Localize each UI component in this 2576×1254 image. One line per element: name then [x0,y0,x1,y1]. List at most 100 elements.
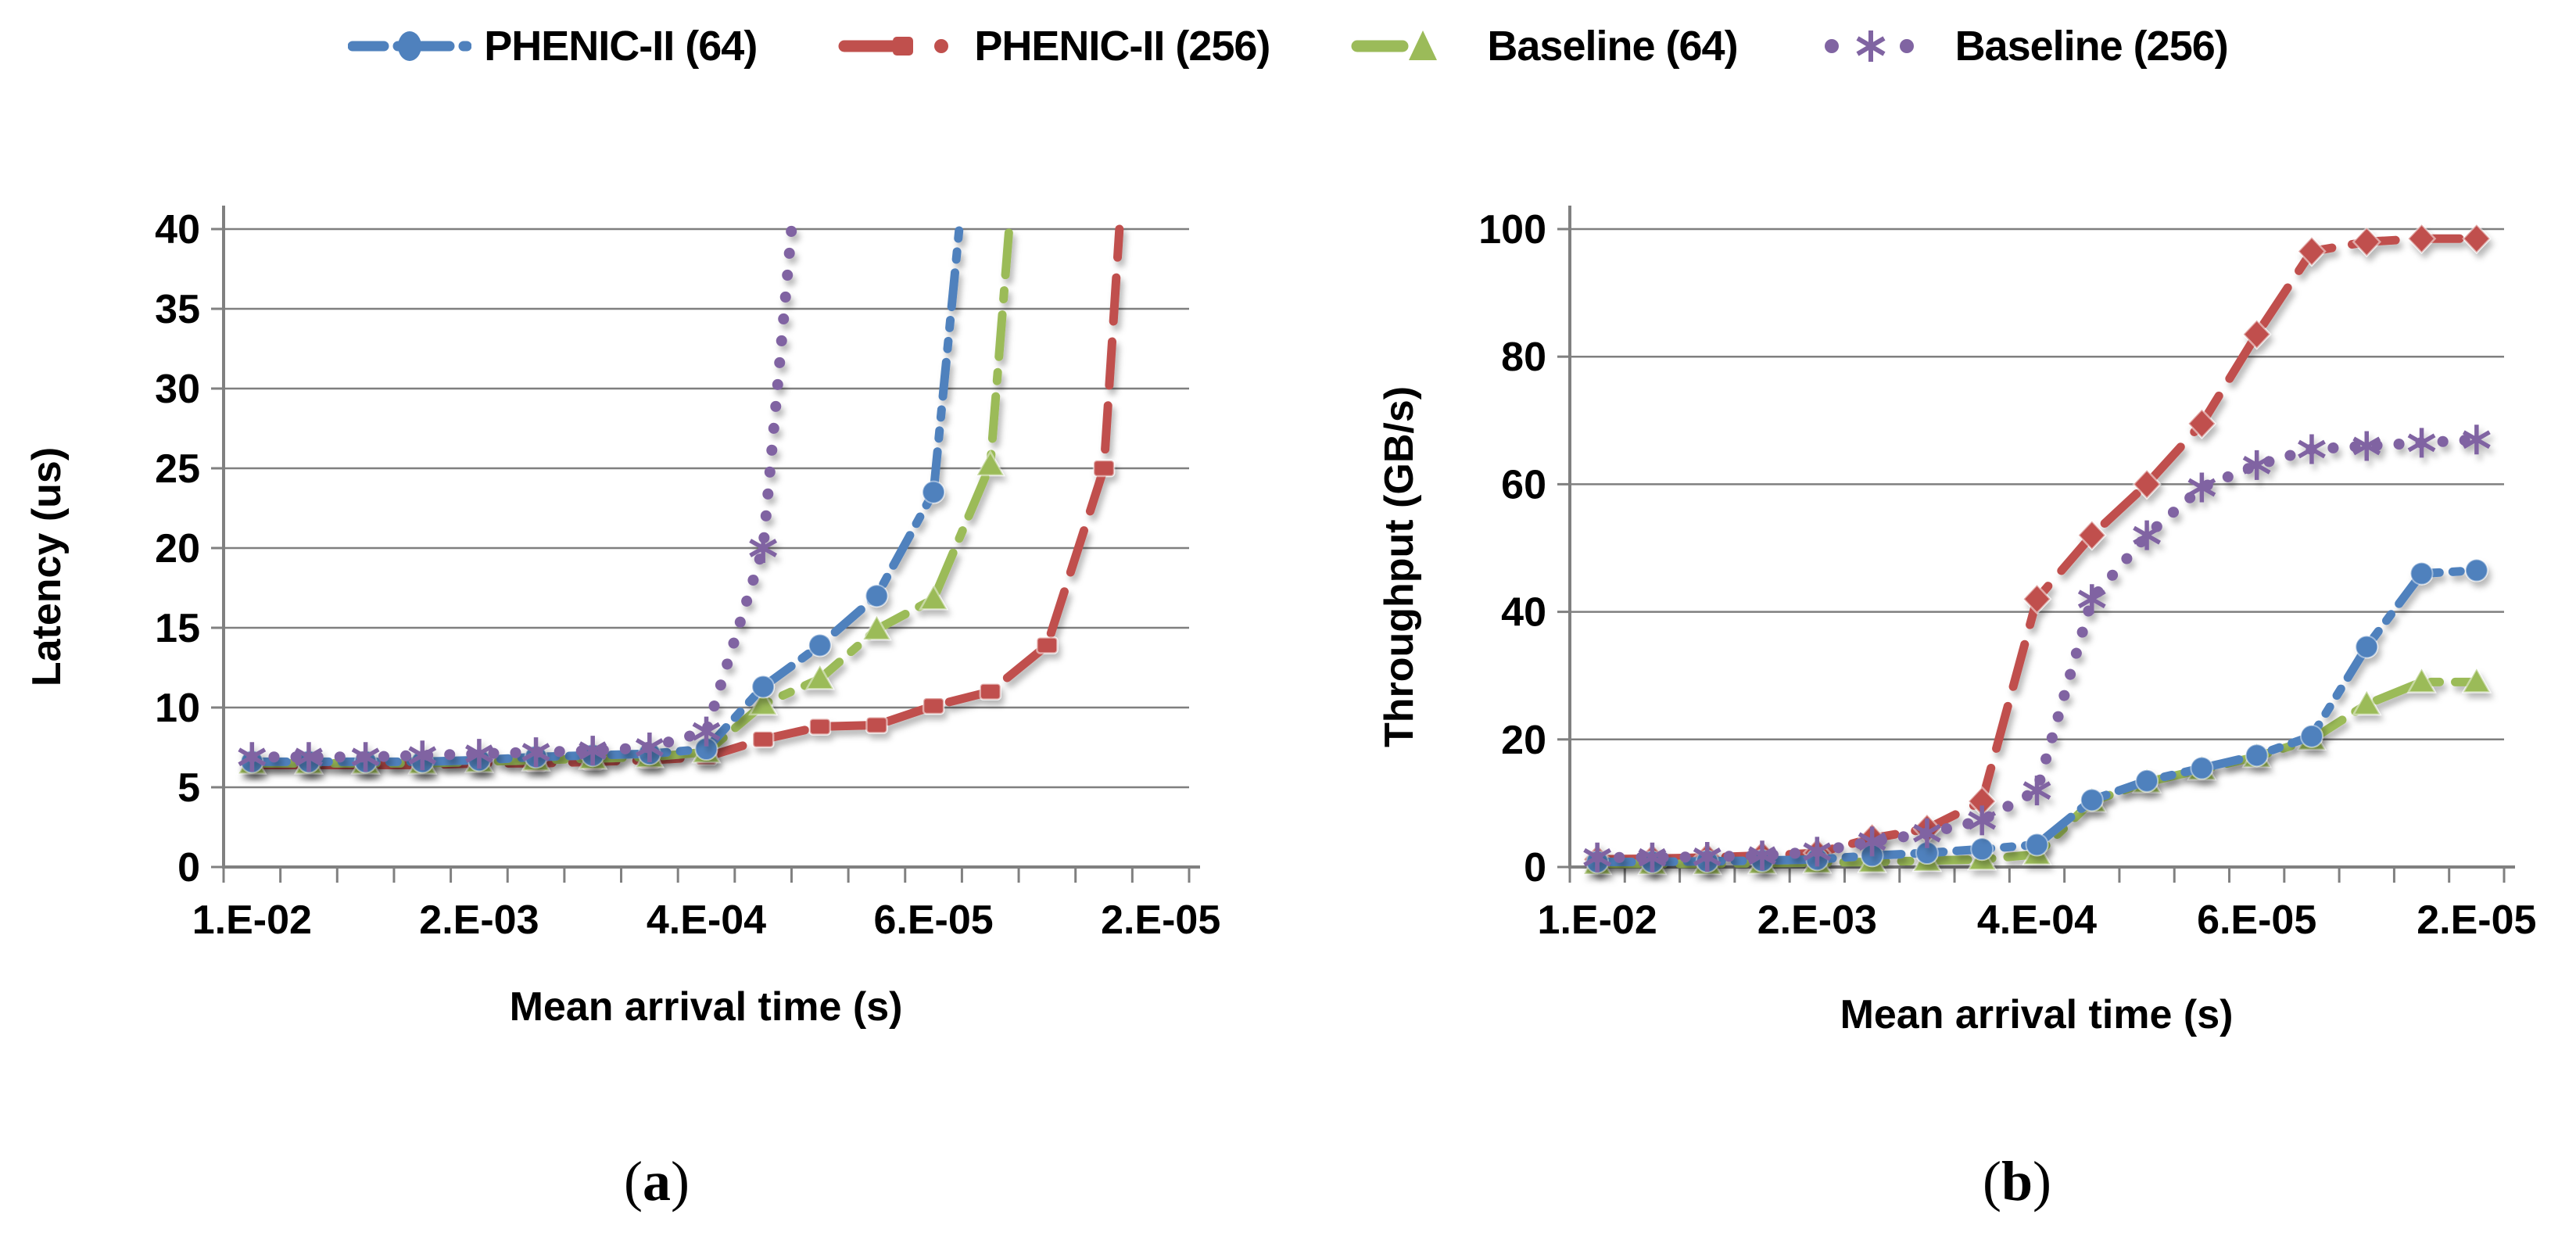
caption-b: (b) [1983,1149,2051,1214]
circle-marker-icon [398,31,422,61]
diamond-marker-icon [2241,318,2272,350]
diamond-marker-icon [2297,235,2327,267]
series-baseline-256- [1583,425,2491,872]
legend: PHENIC-II (64) PHENIC-II (256) Baseline … [0,22,2576,70]
triangle-marker-icon [862,614,892,641]
caption-a: (a) [624,1149,690,1214]
square-marker-icon [922,697,945,715]
x-tick-label: 4.E-04 [1977,898,2097,943]
series-line [1592,434,2482,863]
diamond-marker-icon [2352,226,2381,258]
square-marker-icon [865,716,888,734]
x-axis-title-left: Mean arrival time (s) [509,984,903,1030]
square-marker-icon [1092,459,1116,478]
y-tick-label: 35 [155,287,200,332]
y-tick-label: 10 [155,686,200,731]
star-marker-icon [1748,840,1776,871]
circle-marker-icon [2299,724,2323,748]
circle-marker-icon [2025,833,2049,857]
circle-marker-icon [2409,561,2434,586]
star-marker-icon [1583,842,1612,872]
triangle-marker-icon [1409,30,1438,60]
star-marker-icon [1968,805,1997,836]
series-phenic-ii-64- [240,224,964,774]
star-marker-icon [2187,472,2216,503]
triangle-marker-icon [2352,689,2382,716]
star-marker-icon [1803,837,1832,867]
star-marker-icon [465,739,493,769]
star-marker-icon [749,533,778,563]
circle-marker-icon [2190,756,2214,780]
x-tick-label: 2.E-03 [1757,898,1877,943]
caption-paren: ( [624,1150,643,1213]
y-tick-labels: 0 20 40 60 80 100 [1478,207,1546,890]
circle-marker-icon [2245,743,2269,768]
star-marker-icon [579,736,607,766]
series-baseline-256- [238,224,797,772]
y-tick-label: 5 [177,765,200,811]
y-tick-label: 25 [155,446,200,492]
diamond-marker-icon [2132,468,2162,500]
y-tick-label: 100 [1478,207,1546,253]
star-marker-icon [238,742,267,772]
star-marker-icon [295,742,323,772]
legend-glyph-green-dash-triangle-icon [1351,30,1438,60]
square-marker-icon [893,37,914,56]
circle-marker-icon [2464,558,2488,582]
star-marker-icon [2022,776,2051,806]
x-tick-label: 2.E-05 [1101,898,1220,943]
triangle-marker-icon [804,663,835,690]
y-tick-label: 20 [155,526,200,571]
star-marker-icon [2352,431,2381,461]
caption-paren: ) [2033,1150,2052,1213]
star-marker-icon [692,716,721,747]
star-marker-icon [408,740,437,771]
circle-marker-icon [2080,788,2104,812]
latency-chart: 0 5 10 15 20 25 30 35 40 1.E-02 2.E-03 4.E-04 6.E-05… [155,206,1220,943]
star-marker-icon [2298,434,2326,464]
square-marker-icon [979,683,1001,700]
star-marker-icon [2407,428,2436,458]
y-tick-label: 40 [155,207,200,253]
x-tick-label: 2.E-03 [419,898,539,943]
series-phenic-ii-256- [241,224,1124,774]
x-tick-label: 6.E-05 [873,898,993,943]
star-marker-icon [635,733,664,762]
caption-paren: ( [1982,1150,2001,1213]
y-tick-label: 0 [1524,845,1546,890]
star-marker-icon [2077,584,2106,614]
legend-item-label: Baseline (64) [1487,23,1738,70]
star-marker-icon [351,742,380,772]
x-tick-label: 1.E-02 [192,898,312,943]
y-tick-label: 15 [155,606,200,651]
diamond-marker-icon [2022,583,2052,615]
caption-letter: b [2001,1150,2033,1213]
x-tick-label: 2.E-05 [2417,898,2536,943]
circle-marker-icon [2135,769,2159,793]
y-tick-label: 60 [1501,462,1546,507]
diamond-marker-icon [2462,223,2492,255]
axes [211,206,1200,883]
y-tick-labels: 0 5 10 15 20 25 30 35 40 [155,207,200,890]
dot-icon [1899,39,1914,53]
x-tick-label: 1.E-02 [1538,898,1657,943]
series-baseline-64- [237,224,1014,775]
star-marker-icon [1856,30,1886,62]
star-marker-icon [1693,841,1722,872]
diamond-marker-icon [2406,223,2437,255]
caption-letter: a [643,1150,671,1213]
triangle-marker-icon [2461,666,2492,693]
caption-paren: ) [671,1150,690,1213]
legend-item-phenic-ii-64: PHENIC-II (64) [348,22,758,70]
legend-item-baseline-64: Baseline (64) [1351,22,1739,70]
star-marker-icon [2462,425,2491,455]
circle-marker-icon [2355,635,2379,659]
star-marker-icon [521,737,550,768]
x-tick-label: 4.E-04 [647,898,766,943]
circle-marker-icon [1970,837,1994,862]
triangle-marker-icon [2406,666,2437,693]
diamond-marker-icon [2077,519,2107,551]
axes [1557,206,2515,883]
throughput-chart: 0 20 40 60 80 100 1.E-02 2.E-03 4.E-04 6.E-05 2.E-… [1478,206,2536,943]
x-axis-title-right: Mean arrival time (s) [1840,992,2234,1037]
